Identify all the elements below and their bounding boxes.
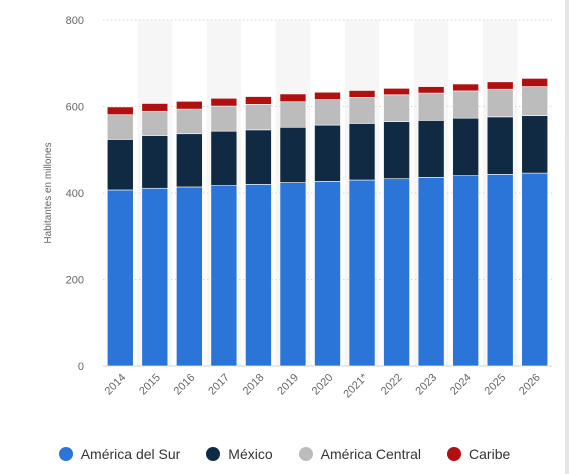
bar-2015-series-1[interactable] [141,135,169,189]
bar-2015-series-3[interactable] [141,103,169,112]
bar-2014-series-2[interactable] [106,114,134,140]
bar-2023-series-1[interactable] [417,120,445,178]
bars [106,78,549,367]
bar-2017-series-3[interactable] [210,97,238,107]
y-axis-label: Habitantes en millones [43,142,54,243]
bar-2014-series-3[interactable] [106,106,134,116]
bar-2020-series-2[interactable] [314,99,341,126]
bar-2022-series-1[interactable] [383,121,410,180]
bar-2022-series-2[interactable] [383,94,410,122]
x-tick-2015: 2015 [137,372,163,398]
bar-2020-series-0[interactable] [314,181,341,367]
x-tick-2014: 2014 [103,372,129,398]
bar-2019-series-3[interactable] [279,93,307,103]
x-tick-2020: 2020 [310,372,336,398]
bar-2017-series-2[interactable] [210,105,238,132]
frame-edge [565,0,569,474]
bar-2018-series-1[interactable] [245,129,272,185]
x-tick-2026: 2026 [517,372,543,398]
x-tick-2025: 2025 [483,372,509,398]
bar-2017-series-1[interactable] [210,130,238,186]
bar-2018-series-3[interactable] [245,96,272,105]
bar-2026-series-2[interactable] [521,86,549,116]
bar-2026-series-1[interactable] [521,115,549,174]
bar-2018-series-0[interactable] [245,184,272,367]
bar-2023-series-3[interactable] [417,86,445,94]
y-tick-200: 200 [66,275,84,287]
bar-2021*-series-1[interactable] [348,123,376,181]
bar-2025-series-2[interactable] [486,88,514,118]
x-tick-2024: 2024 [448,372,474,398]
legend-label: Caribe [469,446,511,462]
y-tick-400: 400 [66,188,84,200]
bar-2017-series-0[interactable] [210,185,238,367]
x-tick-2023: 2023 [413,372,439,398]
legend: América del Sur México América Central Cari… [0,442,569,466]
legend-label: América del Sur [80,446,181,462]
bar-2015-series-2[interactable] [141,110,169,136]
bar-2025-series-1[interactable] [486,116,514,175]
bar-2026-series-0[interactable] [521,172,549,367]
bar-2019-series-2[interactable] [279,101,307,128]
bar-2023-series-0[interactable] [417,177,445,367]
legend-item-2[interactable]: América Central [298,446,422,462]
bar-2023-series-2[interactable] [417,92,445,121]
bar-2020-series-3[interactable] [314,91,341,100]
bar-2016-series-1[interactable] [176,133,203,188]
bar-2024-series-0[interactable] [452,175,479,367]
bar-2022-series-0[interactable] [383,178,410,367]
legend-item-1[interactable]: México [206,446,273,462]
legend-swatch-icon [298,447,313,461]
bar-2016-series-0[interactable] [176,186,203,367]
legend-label: América Central [320,446,422,462]
x-tick-2017: 2017 [206,372,232,398]
bar-2014-series-0[interactable] [106,189,134,367]
legend-item-3[interactable]: Caribe [447,446,510,462]
bar-2024-series-3[interactable] [452,83,479,92]
bar-2026-series-3[interactable] [521,78,549,87]
legend-swatch-icon [58,447,73,461]
bar-2024-series-1[interactable] [452,117,479,176]
x-tick-2016: 2016 [172,372,198,398]
bar-2016-series-2[interactable] [176,108,203,135]
bar-2016-series-3[interactable] [176,101,203,110]
x-tick-2018: 2018 [241,372,267,398]
bar-2020-series-1[interactable] [314,124,341,182]
y-tick-800: 800 [66,15,84,27]
bar-2021*-series-0[interactable] [348,179,376,367]
bar-2018-series-2[interactable] [245,104,272,131]
bar-2025-series-3[interactable] [486,81,514,90]
bar-2021*-series-2[interactable] [348,97,376,124]
y-tick-0: 0 [78,361,84,373]
legend-label: México [228,446,273,462]
x-tick-labels: 2014 2015 2016 2017 2018 2019 2020 2021* 2022 202… [103,371,543,400]
x-tick-2019: 2019 [275,372,301,398]
x-tick-2021*: 2021* [341,371,370,400]
y-tick-labels: 0 200 400 600 800 [66,15,84,373]
bar-2019-series-1[interactable] [279,126,307,183]
legend-swatch-icon [447,447,462,461]
bar-2025-series-0[interactable] [486,174,514,367]
y-tick-600: 600 [66,102,84,114]
legend-swatch-icon [206,447,221,461]
bar-2021*-series-3[interactable] [348,90,376,98]
bar-2019-series-0[interactable] [279,182,307,367]
bar-2024-series-2[interactable] [452,90,479,119]
legend-item-0[interactable]: América del Sur [58,446,181,462]
bar-2022-series-3[interactable] [383,88,410,96]
bar-2015-series-0[interactable] [141,187,169,367]
bar-2014-series-1[interactable] [106,139,134,191]
x-tick-2022: 2022 [379,372,405,398]
